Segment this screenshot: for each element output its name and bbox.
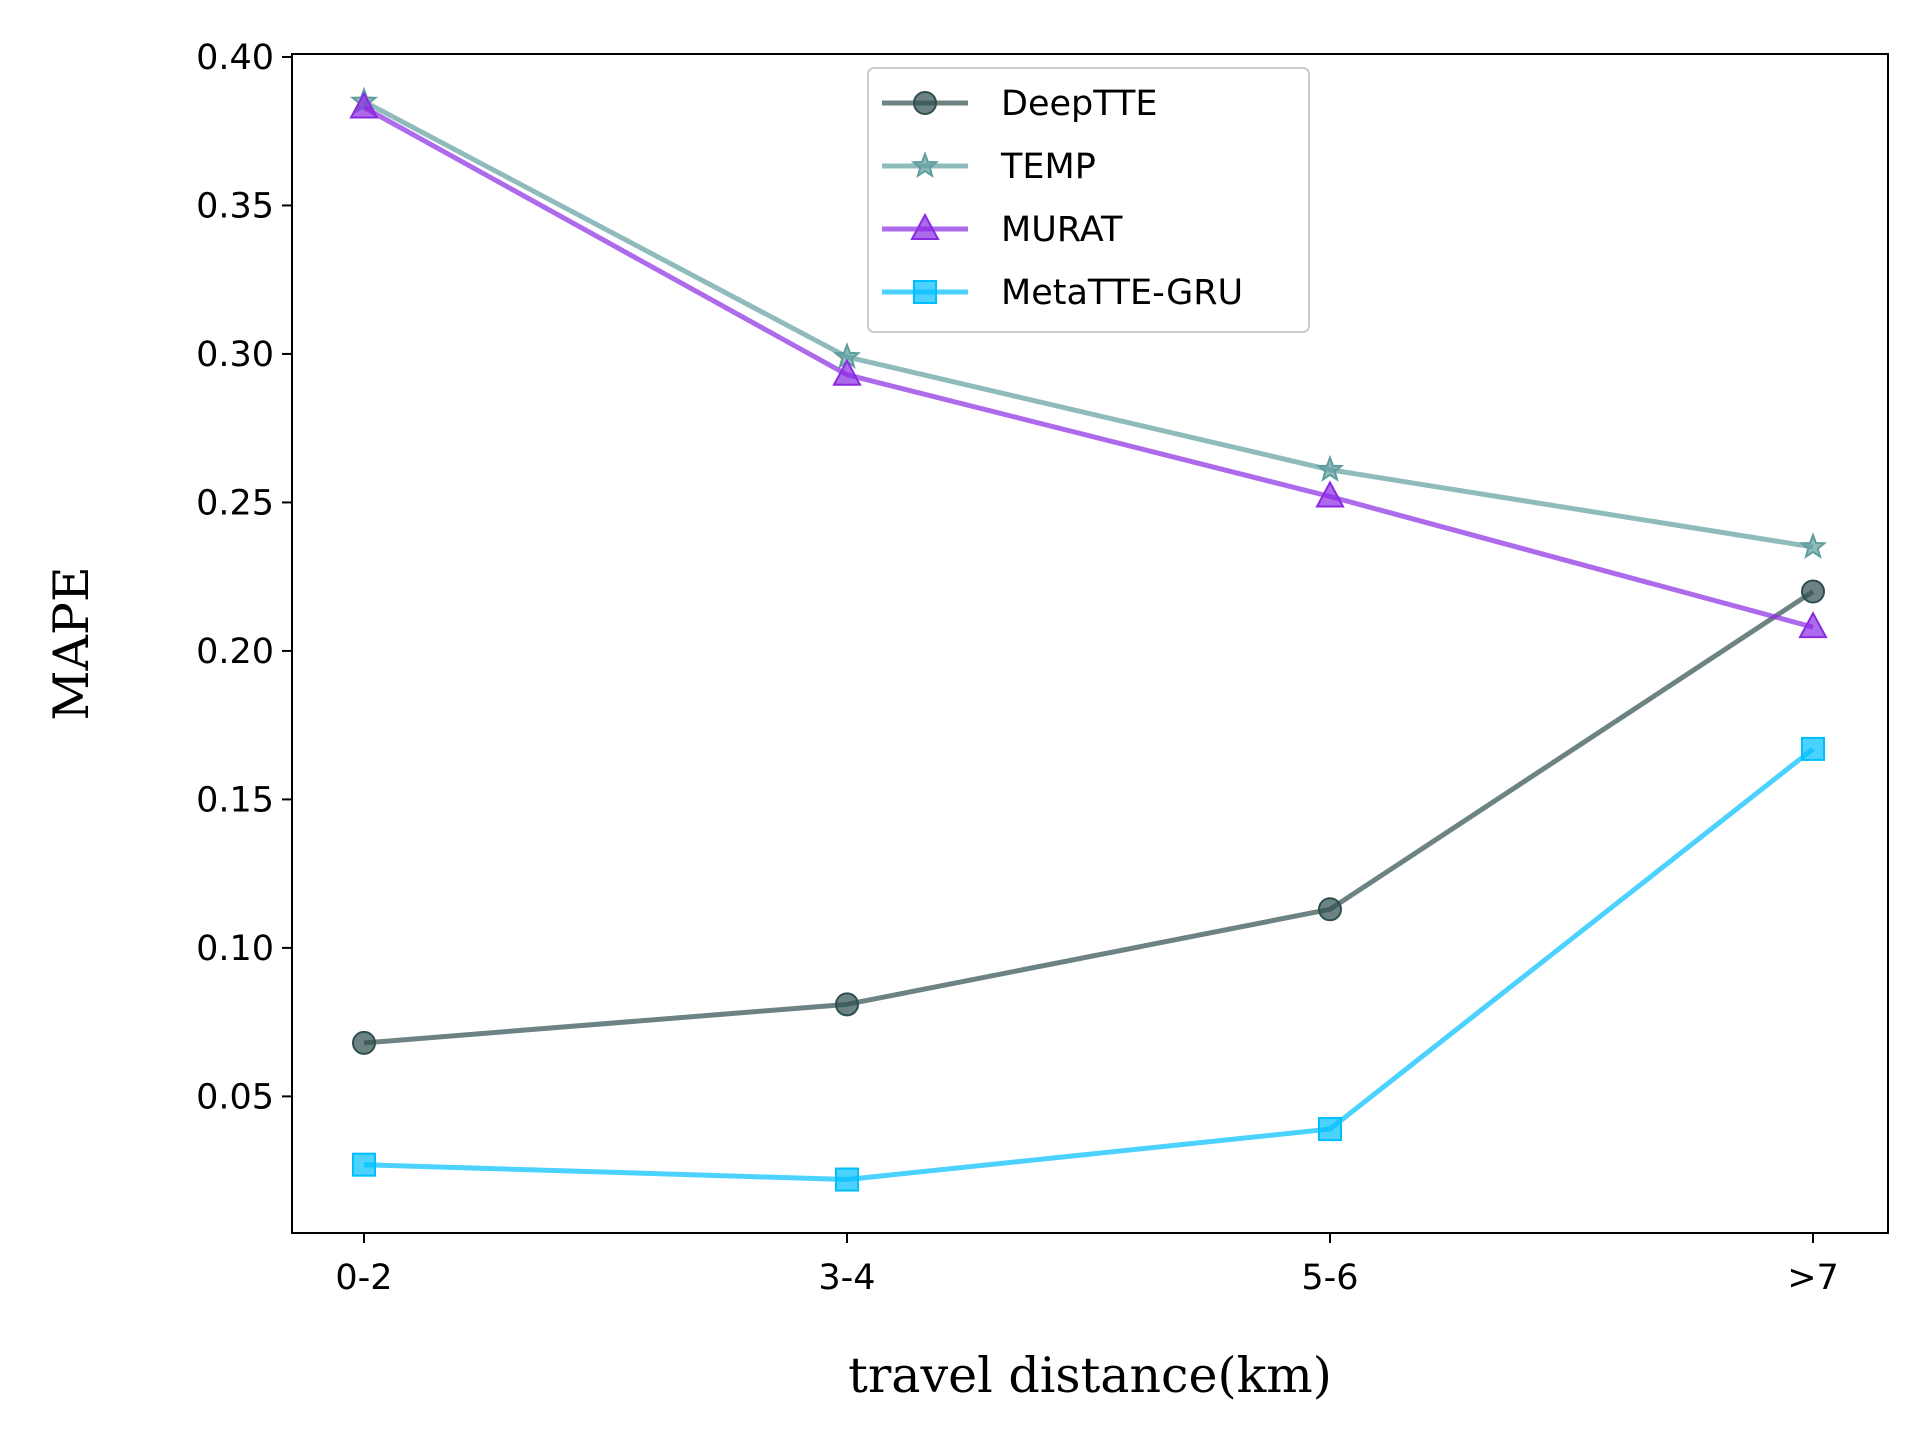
series-murat <box>349 91 1828 639</box>
x-axis-title: travel distance(km) <box>848 1347 1332 1404</box>
series-line <box>362 105 1814 630</box>
y-tick-label: 0.20 <box>196 632 274 672</box>
axes-frame <box>291 53 1889 1234</box>
legend-label: TEMP <box>1000 147 1096 187</box>
data-point <box>1318 1117 1342 1142</box>
y-tick-label: 0.40 <box>196 38 274 78</box>
legend-marker <box>910 212 940 240</box>
series-metatte-gru <box>352 736 1825 1192</box>
legend-label: MetaTTE-GRU <box>1001 273 1243 313</box>
data-point <box>1798 611 1828 639</box>
legend-item: TEMP <box>882 147 1096 187</box>
legend-item: DeepTTE <box>882 84 1158 124</box>
data-point <box>1801 579 1825 604</box>
data-point <box>1801 736 1825 761</box>
legend: DeepTTE TEMP MURAT MetaTTE-GRU <box>867 67 1310 333</box>
data-point <box>835 1167 859 1192</box>
data-point <box>832 358 862 386</box>
y-tick-label: 0.15 <box>196 780 274 820</box>
x-axis: 0-2 3-4 5-6 >7 <box>335 1233 1839 1298</box>
legend-marker <box>910 151 940 179</box>
data-point <box>349 91 379 119</box>
x-tick-label: >7 <box>1787 1258 1839 1298</box>
data-point <box>352 1152 376 1177</box>
y-tick-label: 0.10 <box>196 929 274 969</box>
legend-box <box>867 67 1310 333</box>
data-point <box>352 1030 376 1055</box>
y-tick-label: 0.25 <box>196 483 274 523</box>
series-line <box>363 589 1815 1046</box>
legend-label: MURAT <box>1001 210 1123 250</box>
legend-item: MURAT <box>882 210 1123 250</box>
series-line <box>362 99 1814 550</box>
x-tick-label: 5-6 <box>1301 1258 1358 1298</box>
y-tick-label: 0.30 <box>196 335 274 375</box>
series-deeptte <box>352 579 1825 1055</box>
y-axis: 0.05 0.10 0.15 0.20 0.25 0.30 0.35 0.40 <box>196 38 292 1117</box>
legend-marker <box>913 91 937 115</box>
y-tick-label: 0.05 <box>196 1077 274 1117</box>
legend-label: DeepTTE <box>1001 84 1158 124</box>
y-axis-title: MAPE <box>43 566 100 720</box>
series-group <box>349 86 1828 1192</box>
series-line <box>363 746 1815 1183</box>
data-point <box>1315 480 1345 508</box>
data-point <box>1798 532 1828 560</box>
legend-item: MetaTTE-GRU <box>882 273 1243 313</box>
x-tick-label: 0-2 <box>335 1258 392 1298</box>
data-point <box>1315 454 1345 482</box>
y-tick-label: 0.35 <box>196 186 274 226</box>
data-point <box>1318 897 1342 922</box>
legend-marker <box>913 280 937 304</box>
x-tick-label: 3-4 <box>818 1258 875 1298</box>
data-point <box>835 992 859 1017</box>
